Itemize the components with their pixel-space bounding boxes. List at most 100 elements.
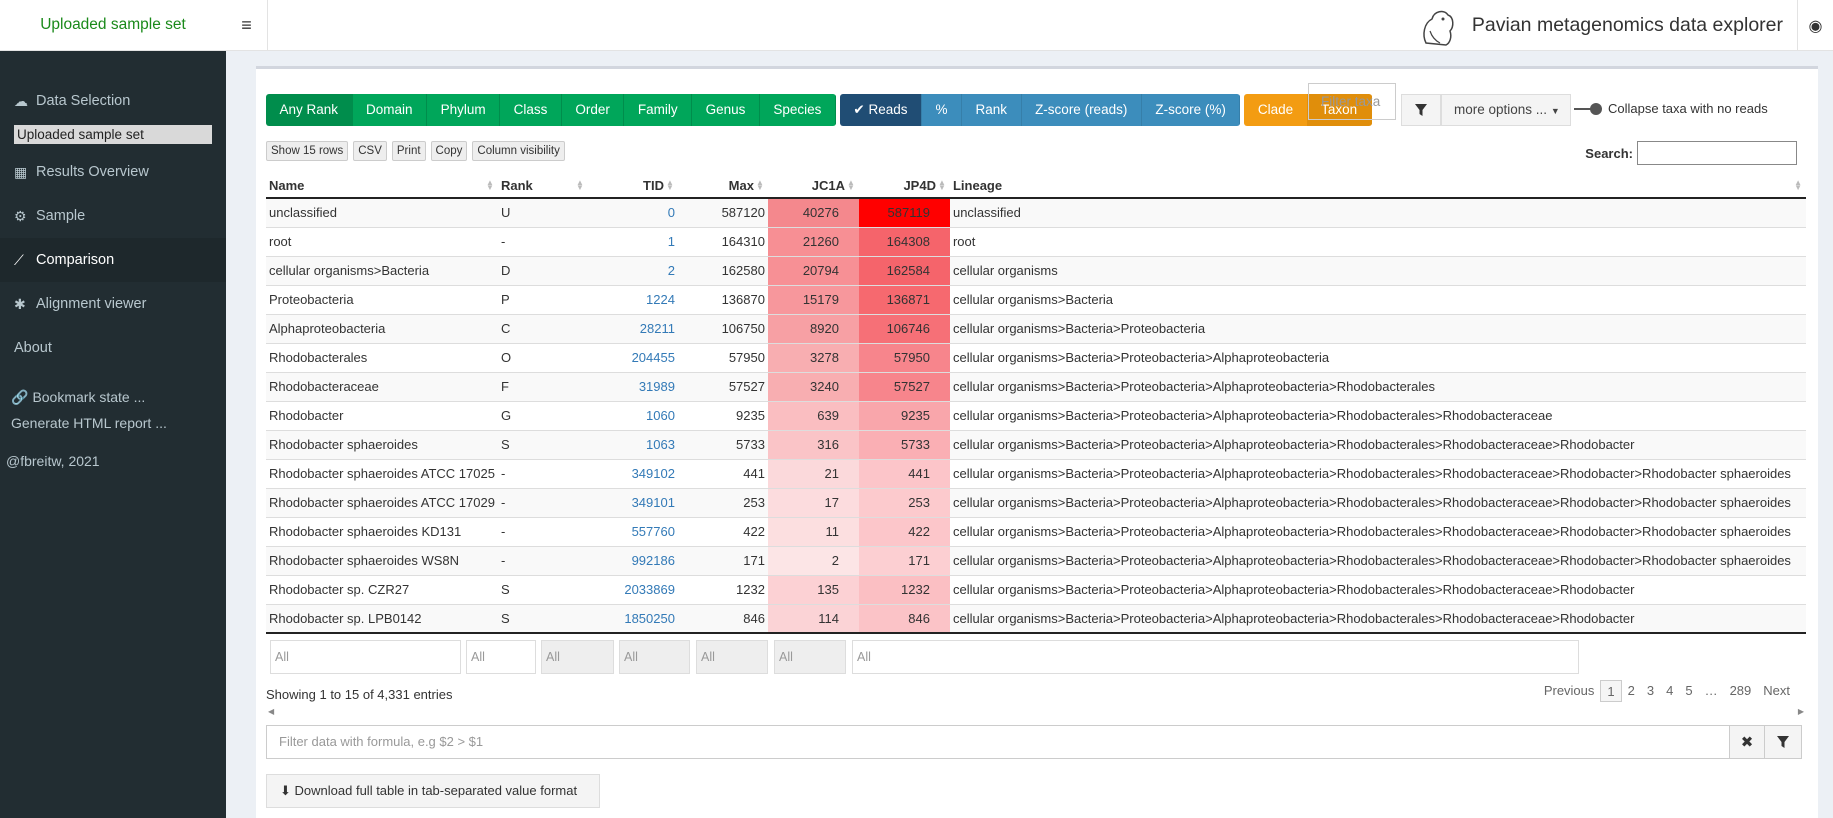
sidebar-item-sample[interactable]: ⚙ Sample	[0, 194, 226, 238]
collapse-toggle[interactable]: Collapse taxa with no reads	[1574, 101, 1768, 116]
horizontal-scrollbar[interactable]: ◀ ▶	[266, 707, 1806, 717]
pagination-page[interactable]: 1	[1600, 680, 1622, 702]
cell-tid[interactable]: 1063	[587, 429, 678, 459]
cell-tid[interactable]: 28211	[587, 313, 678, 343]
value-button-zscore-reads[interactable]: Z-score (reads)	[1021, 94, 1142, 126]
filter-button[interactable]	[1401, 94, 1441, 126]
table-row[interactable]: Rhodobacter sphaeroides KD131-557760 422 1…	[266, 516, 1806, 546]
tid-filter-input[interactable]: All	[541, 640, 614, 674]
rank-button-genus[interactable]: Genus	[692, 94, 760, 126]
cell-tid[interactable]: 1060	[587, 400, 678, 430]
search-input[interactable]	[1637, 141, 1797, 165]
pagination-page[interactable]: 4	[1666, 683, 1674, 698]
rank-button-order[interactable]: Order	[561, 94, 625, 126]
scroll-right-icon[interactable]: ▶	[1797, 707, 1804, 716]
filter-taxa-input[interactable]: Filter taxa	[1308, 83, 1396, 120]
name-filter-input[interactable]: All	[270, 640, 461, 674]
table-row[interactable]: Rhodobacter sphaeroides WS8N -992186 171 2 1…	[266, 545, 1806, 575]
rank-button-domain[interactable]: Domain	[352, 94, 428, 126]
bookmark-link[interactable]: 🔗 Bookmark state ...	[0, 384, 226, 410]
sidebar-item-data-selection[interactable]: ☁ Data Selection	[0, 79, 226, 123]
cell-jc1a: 21	[767, 458, 859, 488]
cell-tid[interactable]: 204455	[587, 342, 678, 372]
column-visibility-button[interactable]: Column visibility	[472, 141, 565, 161]
rank-button-phylum[interactable]: Phylum	[427, 94, 501, 126]
rank-filter-input[interactable]: All	[466, 640, 536, 674]
toggle-switch[interactable]	[1574, 102, 1602, 115]
value-button-reads[interactable]: ✔ Reads	[839, 94, 923, 126]
uploaded-sample-set-select[interactable]: Uploaded sample set	[14, 125, 212, 144]
table-row[interactable]: root -1 164310 21260 164308 root	[266, 226, 1806, 256]
cell-tid[interactable]: 1850250	[587, 603, 678, 634]
pagination-page[interactable]: 2	[1627, 683, 1635, 698]
value-button-rank[interactable]: Rank	[962, 94, 1022, 126]
download-table-button[interactable]: ⬇ Download full table in tab-separated v…	[266, 774, 600, 808]
more-options-dropdown[interactable]: more options ... ▼	[1441, 94, 1571, 126]
pagination-next[interactable]: Next	[1763, 683, 1790, 698]
column-header-jc1a[interactable]: JC1A ▲ ▼	[767, 174, 859, 199]
table-row[interactable]: Rhodobacter G 1060 9235 639 9235 cellular orga…	[266, 400, 1806, 430]
column-header-name[interactable]: Name ▲ ▼	[266, 174, 498, 199]
sidebar-item-alignment-viewer[interactable]: ✱ Alignment viewer	[0, 282, 226, 326]
cell-max: 171	[677, 545, 768, 575]
column-header-lineage[interactable]: Lineage ▲ ▼	[949, 174, 1806, 199]
table-row[interactable]: Rhodobacter sphaeroides ATCC 17029-34910…	[266, 487, 1806, 517]
formula-filter-input[interactable]: Filter data with formula, e.g $2 > $1	[266, 725, 1730, 759]
rank-button-class[interactable]: Class	[500, 94, 562, 126]
jc1a-filter-input[interactable]: All	[696, 640, 768, 674]
cell-tid[interactable]: 349101	[587, 487, 678, 517]
table-row[interactable]: Proteobacteria P 1224 136870 15179 136871 cell…	[266, 284, 1806, 314]
scroll-left-icon[interactable]: ◀	[268, 707, 275, 716]
print-button[interactable]: Print	[391, 141, 426, 161]
table-row[interactable]: Rhodobacter sphaeroides ATCC 17025-34910…	[266, 458, 1806, 488]
clear-formula-button[interactable]: ✖	[1729, 725, 1765, 759]
table-row[interactable]: Rhodobacteraceae F 31989 57527 3240 57527 cell…	[266, 371, 1806, 401]
github-icon[interactable]: ◉	[1797, 0, 1833, 51]
column-header-jp4d[interactable]: JP4D ▲ ▼	[858, 174, 950, 199]
max-filter-input[interactable]: All	[619, 640, 690, 674]
apply-formula-button[interactable]	[1764, 725, 1802, 759]
cell-tid[interactable]: 1224	[587, 284, 678, 314]
table-row[interactable]: Rhodobacterales O 204455 57950 3278 57950 cell…	[266, 342, 1806, 372]
table-row[interactable]: Rhodobacter sp. LPB0142 S 1850250 846 114 846…	[266, 603, 1806, 634]
cell-tid[interactable]: 557760	[587, 516, 678, 546]
jp4d-filter-input[interactable]: All	[774, 640, 846, 674]
cell-tid[interactable]: 31989	[587, 371, 678, 401]
sidebar-item-about[interactable]: About	[0, 326, 226, 370]
rank-button-family[interactable]: Family	[624, 94, 693, 126]
lineage-filter-input[interactable]: All	[852, 640, 1579, 674]
show-rows-button[interactable]: Show 15 rows	[266, 141, 349, 161]
rank-button-any[interactable]: Any Rank	[266, 94, 353, 126]
sidebar-toggle-button[interactable]: ≡	[226, 0, 268, 51]
logo[interactable]: Uploaded sample set	[0, 0, 226, 51]
cell-tid[interactable]: 992186	[587, 545, 678, 575]
column-header-rank[interactable]: Rank ▲ ▼	[497, 174, 588, 199]
pagination-page[interactable]: 289	[1729, 683, 1752, 698]
csv-button[interactable]: CSV	[353, 141, 387, 161]
pagination-page[interactable]: 3	[1646, 683, 1655, 698]
cell-jp4d: 162584	[858, 255, 950, 285]
table-row[interactable]: Rhodobacter sp. CZR27 S 2033869 1232 135 1232…	[266, 574, 1806, 604]
clade-button[interactable]: Clade	[1244, 94, 1308, 126]
column-header-tid[interactable]: TID ▲ ▼	[587, 174, 678, 199]
table-row[interactable]: Rhodobacter sphaeroides S 1063 5733 316 5733 c…	[266, 429, 1806, 459]
generate-report-link[interactable]: Generate HTML report ...	[11, 415, 167, 431]
cell-tid[interactable]: 349102	[587, 458, 678, 488]
cell-tid[interactable]: 2033869	[587, 574, 678, 604]
sidebar-item-comparison[interactable]: ⟋ Comparison	[0, 238, 226, 282]
cell-tid[interactable]: 1	[587, 226, 678, 256]
value-button-percent[interactable]: %	[922, 94, 963, 126]
copy-button[interactable]: Copy	[430, 141, 468, 161]
table-row[interactable]: unclassified U 0 587120 40276 587119 unclassif…	[266, 197, 1806, 227]
cell-tid[interactable]: 0	[587, 197, 678, 227]
rank-button-species[interactable]: Species	[759, 94, 836, 126]
value-button-zscore-percent[interactable]: Z-score (%)	[1141, 94, 1241, 126]
table-row[interactable]: Alphaproteobacteria C 28211 106750 8920 10674…	[266, 313, 1806, 343]
table-row[interactable]: cellular organisms>Bacteria D 2 162580 20794…	[266, 255, 1806, 285]
cell-tid[interactable]: 2	[587, 255, 678, 285]
sidebar-item-results-overview[interactable]: ▦ Results Overview	[0, 150, 226, 194]
pagination-page[interactable]: 5	[1685, 683, 1693, 698]
taxon-button[interactable]: Taxon	[1307, 94, 1372, 126]
column-header-max[interactable]: Max ▲ ▼	[677, 174, 768, 199]
pagination-previous[interactable]: Previous	[1543, 683, 1595, 698]
